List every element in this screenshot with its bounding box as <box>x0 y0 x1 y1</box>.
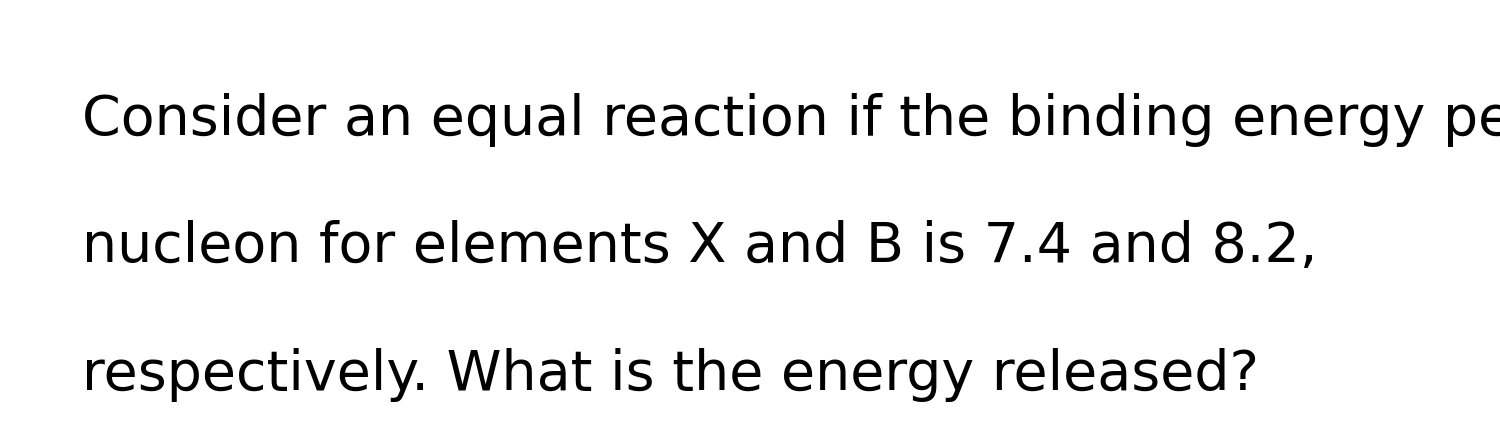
Text: respectively. What is the energy released?: respectively. What is the energy release… <box>82 348 1260 402</box>
Text: Consider an equal reaction if the binding energy per: Consider an equal reaction if the bindin… <box>82 93 1500 147</box>
Text: nucleon for elements X and B is 7.4 and 8.2,: nucleon for elements X and B is 7.4 and … <box>82 220 1318 274</box>
